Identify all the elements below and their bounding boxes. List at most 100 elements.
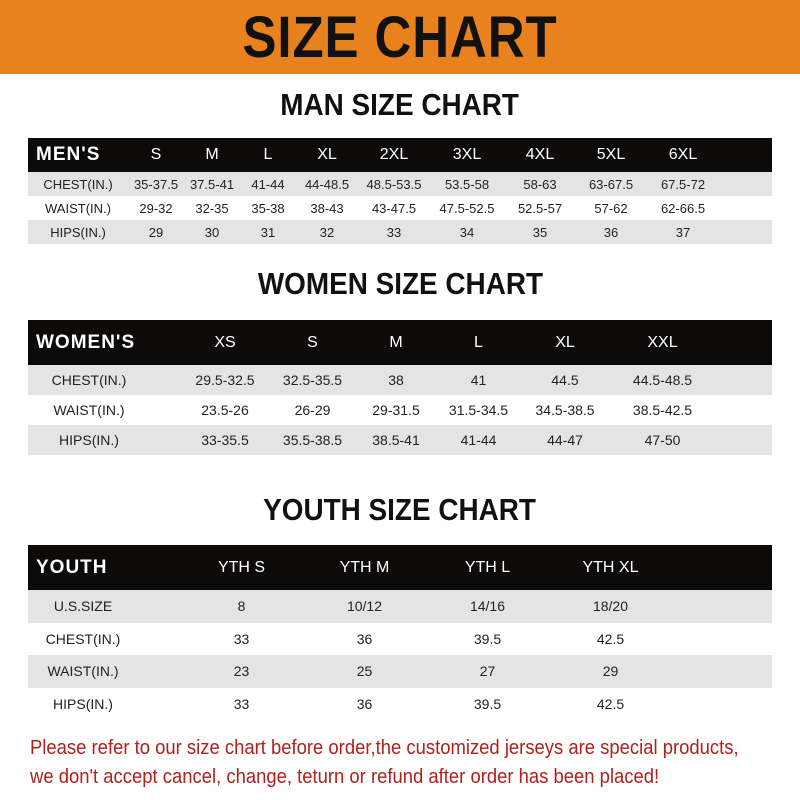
table-row: CHEST(IN.) 33 36 39.5 42.5 xyxy=(28,623,772,656)
table-cell: YTH M xyxy=(339,558,390,576)
table-cell: 29-31.5 xyxy=(372,402,420,418)
table-cell: S xyxy=(150,146,162,163)
table-cell: XS xyxy=(214,333,236,351)
table-cell: 6XL xyxy=(668,146,698,163)
youth-size-table: YOUTH YTH S YTH M YTH L YTH XL U.S.SIZE 8 10/12… xyxy=(28,545,772,720)
table-cell: 33-35.5 xyxy=(201,432,249,448)
table-cell: 58-63 xyxy=(523,176,557,192)
table-cell: 33 xyxy=(386,224,402,240)
table-cell: M xyxy=(205,146,219,163)
table-cell: 35.5-38.5 xyxy=(282,432,343,448)
table-cell: 33 xyxy=(233,630,250,647)
table-cell: L xyxy=(474,333,483,351)
table-row: CHEST(IN.) 29.5-32.5 32.5-35.5 38 41 44.5 44.5… xyxy=(28,365,772,395)
table-row: CHEST(IN.) 35-37.5 37.5-41 41-44 44-48.5 48.5… xyxy=(28,172,772,196)
table-cell: 27 xyxy=(479,663,496,680)
table-cell: 29 xyxy=(602,663,619,680)
table-cell: 41-44 xyxy=(251,176,285,192)
table-cell: 8 xyxy=(237,598,246,615)
table-cell: 18/20 xyxy=(592,598,629,615)
table-cell: 25 xyxy=(356,663,373,680)
table-header-row: YOUTH YTH S YTH M YTH L YTH XL xyxy=(28,545,772,590)
table-cell: 38 xyxy=(388,372,404,388)
row-label: HIPS(IN.) xyxy=(50,224,106,240)
table-cell: XL xyxy=(555,333,575,351)
table-cell: 38.5-42.5 xyxy=(632,402,693,418)
table-cell: L xyxy=(263,146,273,163)
women-section-title: WOMEN SIZE CHART xyxy=(0,266,800,302)
table-cell: 48.5-53.5 xyxy=(366,176,422,192)
table-row: HIPS(IN.) 33 36 39.5 42.5 xyxy=(28,688,772,721)
table-cell: 41 xyxy=(470,372,487,388)
men-title-text: MAN SIZE CHART xyxy=(280,87,520,122)
row-label: YOUTH xyxy=(36,556,108,578)
table-cell: 29.5-32.5 xyxy=(195,372,255,388)
table-cell: 44-48.5 xyxy=(304,176,350,192)
table-cell: 44.5-48.5 xyxy=(632,372,693,388)
row-label: WOMEN'S xyxy=(36,331,136,353)
order-notice-line-2: we don't accept cancel, change, teturn o… xyxy=(30,765,660,788)
table-cell: YTH S xyxy=(217,558,266,576)
table-cell: 30 xyxy=(204,224,220,240)
table-cell: 33 xyxy=(233,695,250,712)
table-header-row: WOMEN'S XS S M L XL XXL xyxy=(28,320,772,365)
table-cell: 42.5 xyxy=(596,695,625,712)
table-cell: 52.5-57 xyxy=(517,200,563,216)
table-cell: 35-37.5 xyxy=(133,176,179,192)
table-row: HIPS(IN.) 29 30 31 32 33 34 35 36 37 xyxy=(28,220,772,244)
table-row: WAIST(IN.) 23 25 27 29 xyxy=(28,655,772,688)
table-cell: 37 xyxy=(675,224,691,240)
row-label: WAIST(IN.) xyxy=(53,402,125,418)
table-row: WAIST(IN.) 29-32 32-35 35-38 38-43 43-47.5 47.… xyxy=(28,196,772,220)
table-row: HIPS(IN.) 33-35.5 35.5-38.5 38.5-41 41-44 44-… xyxy=(28,425,772,455)
table-cell: 31.5-34.5 xyxy=(448,402,509,418)
table-cell: 23 xyxy=(233,663,250,680)
table-cell: 67.5-72 xyxy=(660,176,706,192)
table-cell: XXL xyxy=(647,333,678,351)
row-label: WAIST(IN.) xyxy=(45,200,111,216)
table-cell: 43-47.5 xyxy=(371,200,417,216)
table-cell: 36 xyxy=(603,224,619,240)
table-cell: 57-62 xyxy=(594,200,628,216)
table-cell: 31 xyxy=(260,224,276,240)
table-cell: 26-29 xyxy=(294,402,331,418)
order-notice-line-1: Please refer to our size chart before or… xyxy=(30,736,739,759)
row-label: CHEST(IN.) xyxy=(43,176,113,192)
table-cell: 44.5 xyxy=(551,372,579,388)
table-cell: 47-50 xyxy=(644,432,681,448)
row-label: HIPS(IN.) xyxy=(53,695,113,712)
table-cell: 29-32 xyxy=(139,200,173,216)
table-cell: 34.5-38.5 xyxy=(535,402,595,418)
table-cell: 62-66.5 xyxy=(660,200,706,216)
table-row: WAIST(IN.) 23.5-26 26-29 29-31.5 31.5-34.5 34… xyxy=(28,395,772,425)
men-section-title: MAN SIZE CHART xyxy=(0,87,800,123)
women-size-table: WOMEN'S XS S M L XL XXL CHEST(IN.) 29.5-32.5 32.5… xyxy=(28,320,772,455)
youth-section-title: YOUTH SIZE CHART xyxy=(0,492,800,528)
table-cell: 3XL xyxy=(452,146,482,163)
banner-title: SIZE CHART xyxy=(242,4,558,70)
men-size-table: MEN'S S M L XL 2XL 3XL 4XL 5XL 6XL CHEST(IN.) 35-37… xyxy=(28,138,772,244)
table-cell: 44-47 xyxy=(547,432,583,448)
table-cell: 35 xyxy=(532,224,548,240)
table-cell: 53.5-58 xyxy=(444,176,490,192)
table-cell: 63-67.5 xyxy=(588,176,634,192)
table-cell: 5XL xyxy=(596,146,626,163)
table-cell: 38.5-41 xyxy=(372,432,420,448)
table-cell: 34 xyxy=(459,224,475,240)
table-row: U.S.SIZE 8 10/12 14/16 18/20 xyxy=(28,590,772,623)
table-cell: 38-43 xyxy=(310,200,344,216)
table-cell: 32.5-35.5 xyxy=(282,372,343,388)
table-cell: 42.5 xyxy=(596,630,625,647)
women-title-text: WOMEN SIZE CHART xyxy=(257,266,543,301)
table-cell: 10/12 xyxy=(346,598,383,615)
table-cell: 23.5-26 xyxy=(201,402,249,418)
table-cell: 32-35 xyxy=(195,200,229,216)
row-label: U.S.SIZE xyxy=(53,598,113,615)
table-cell: XL xyxy=(317,146,337,163)
table-cell: YTH XL xyxy=(582,558,639,576)
table-cell: 36 xyxy=(356,695,373,712)
youth-title-text: YOUTH SIZE CHART xyxy=(263,492,537,527)
row-label: MEN'S xyxy=(36,144,101,165)
table-cell: M xyxy=(389,333,403,351)
row-label: HIPS(IN.) xyxy=(59,432,119,448)
